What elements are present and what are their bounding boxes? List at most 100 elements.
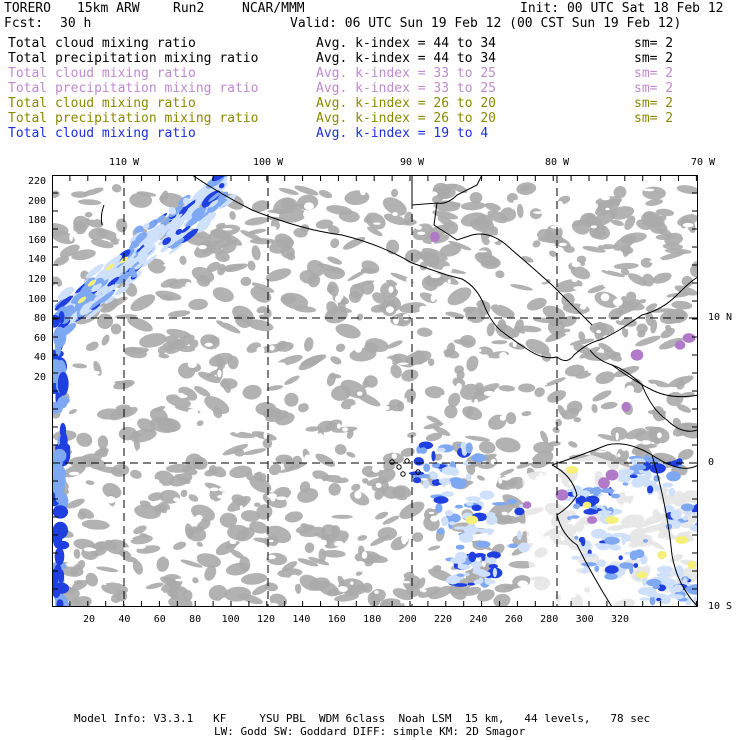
cloud-gap: [575, 290, 581, 299]
cloud-gap: [175, 578, 184, 582]
cloud-blob: [495, 323, 516, 340]
cloud-blob: [111, 464, 130, 477]
cloud-blob: [130, 294, 156, 312]
blue-convection-blob: [681, 503, 694, 512]
map-panel: [52, 175, 698, 607]
cloud-gap: [385, 306, 394, 313]
cloud-blob: [304, 542, 315, 554]
cloud-blob: [526, 297, 547, 311]
cloud-blob: [394, 486, 407, 498]
cloud-gap: [605, 250, 611, 258]
cloud-gap: [588, 391, 595, 396]
cloud-blob: [265, 268, 292, 282]
blue-band-blob: [142, 223, 150, 230]
cloud-gap: [442, 375, 454, 383]
cloud-blob: [252, 584, 270, 596]
cloud-blob: [490, 304, 515, 319]
cloud-gap: [114, 201, 120, 204]
blue-edge-blob: [54, 334, 62, 357]
cloud-blob: [609, 351, 621, 359]
cloud-gap: [269, 602, 279, 607]
cloud-gap: [88, 217, 98, 220]
cloud-gap: [239, 244, 251, 251]
cloud-blob: [356, 313, 364, 321]
cloud-blob: [251, 245, 261, 261]
legend-k-index: Avg. k-index = 44 to 34: [316, 51, 497, 66]
blue-convection-blob: [580, 569, 587, 574]
cloud-gap: [103, 215, 108, 218]
bottom-axis-label: 160: [327, 614, 346, 625]
blue-convection-blob: [436, 447, 446, 453]
cloud-gap: [607, 366, 618, 372]
cloud-gap: [563, 217, 570, 220]
cloud-blob: [295, 524, 315, 534]
cloud-blob: [421, 247, 448, 261]
cloud-blob: [690, 264, 698, 278]
top-axis-label: 90 W: [399, 157, 425, 168]
cloud-blob: [570, 265, 591, 280]
yellow-patch: [636, 571, 648, 579]
cloud-gap: [573, 200, 581, 204]
cloud-gap: [81, 392, 89, 398]
cloud-blob: [672, 417, 682, 428]
cloud-blob: [116, 218, 128, 233]
blue-band-blob: [192, 185, 211, 201]
cloud-blob: [382, 515, 400, 525]
blue-convection-blob: [646, 578, 662, 587]
cloud-gap: [430, 515, 439, 522]
cloud-gap: [81, 527, 89, 534]
cloud-gap: [338, 470, 348, 478]
cloud-blob: [473, 383, 500, 397]
cloud-blob: [615, 320, 624, 326]
cloud-blob: [71, 191, 89, 198]
cloud-blob: [105, 539, 130, 555]
cloud-blob: [613, 262, 639, 270]
cloud-blob: [655, 227, 672, 236]
blue-convection-blob: [674, 565, 684, 574]
blue-convection-blob: [596, 559, 607, 567]
cloud-gap: [72, 385, 80, 392]
cloud-blob: [204, 396, 230, 415]
cloud-blob: [391, 188, 399, 198]
cloud-blob: [247, 319, 274, 332]
cloud-gap: [441, 357, 452, 362]
cloud-blob: [370, 304, 388, 313]
blue-band-blob: [196, 212, 217, 229]
cloud-blob: [196, 274, 211, 287]
bottom-axis-label: 100: [221, 614, 240, 625]
blue-convection-blob: [457, 564, 471, 570]
cloud-gap: [538, 372, 547, 377]
header-run: Run2: [173, 1, 205, 16]
top-axis-label: 70 W: [690, 157, 716, 168]
blue-convection-blob: [423, 463, 431, 473]
cloud-blob: [73, 548, 81, 559]
cloud-blob: [667, 309, 688, 324]
cloud-blob: [425, 432, 443, 442]
blue-edge-blob: [56, 540, 70, 550]
cloud-blob: [82, 187, 104, 196]
cloud-blob: [248, 228, 267, 234]
blue-band-blob: [109, 269, 118, 278]
cloud-blob: [470, 217, 495, 233]
cloud-gap: [415, 418, 423, 424]
blue-convection-blob: [619, 562, 634, 569]
cloud-gap: [605, 207, 610, 211]
cloud-blob: [208, 352, 234, 367]
cloud-blob: [625, 291, 637, 302]
purple-patch: [682, 333, 696, 343]
cloud-gap: [178, 394, 188, 399]
blue-band-blob: [207, 202, 220, 213]
cloud-gap: [150, 478, 160, 485]
cloud-gap: [121, 572, 126, 578]
cloud-blob: [123, 346, 147, 359]
cloud-blob: [354, 551, 381, 564]
cloud-blob: [573, 215, 595, 227]
cloud-blob: [102, 483, 122, 499]
cloud-gap: [686, 397, 698, 401]
blue-band-blob: [219, 194, 237, 208]
yellow-patch: [465, 515, 479, 525]
cloud-gap: [173, 497, 180, 502]
cloud-blob: [338, 210, 360, 223]
cloud-blob: [98, 447, 108, 458]
cloud-gap: [500, 397, 508, 402]
